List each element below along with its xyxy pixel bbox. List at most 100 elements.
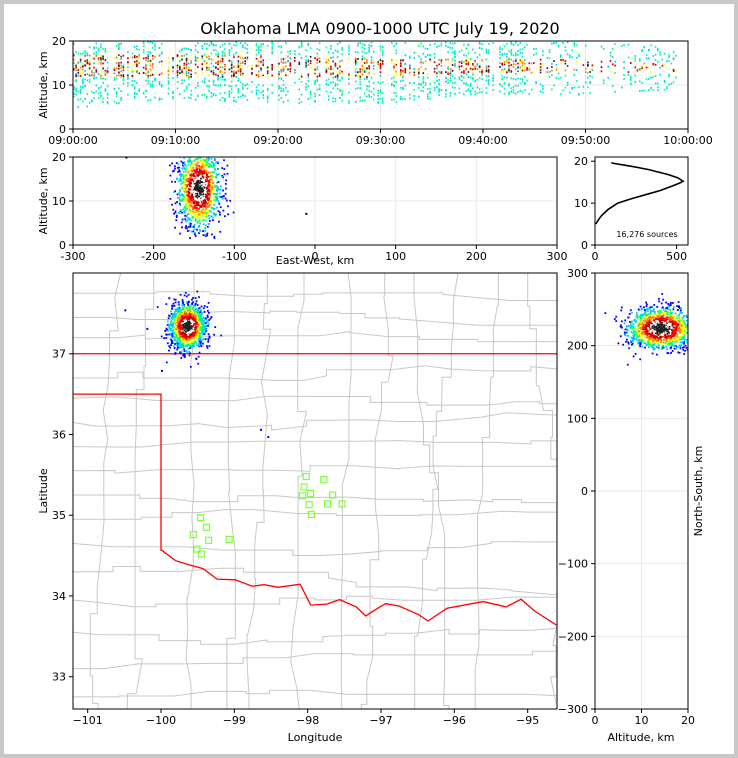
- source-bin: [429, 43, 431, 46]
- ew-source: [191, 226, 194, 228]
- ew-source: [196, 221, 199, 224]
- plan-source: [191, 340, 194, 343]
- source-bin: [560, 59, 562, 61]
- source-bin: [228, 92, 231, 95]
- plan-source: [176, 320, 179, 322]
- plan-source: [174, 298, 177, 301]
- source-bin: [348, 100, 350, 103]
- ew-source: [204, 199, 206, 202]
- source-bin: [348, 44, 350, 47]
- plan-source: [189, 323, 192, 326]
- plan-source: [192, 330, 195, 333]
- source-bin: [395, 59, 398, 62]
- plan-source: [186, 302, 189, 305]
- source-bin: [188, 48, 190, 50]
- source-bin: [370, 76, 373, 79]
- source-bin: [409, 82, 411, 84]
- source-bin: [557, 72, 560, 75]
- source-bin: [282, 65, 285, 68]
- source-bin: [294, 60, 296, 62]
- plan-source: [176, 330, 179, 333]
- source-bin: [79, 61, 82, 63]
- source-bin: [467, 88, 470, 91]
- source-bin: [210, 95, 213, 98]
- ew-source: [174, 211, 177, 214]
- ew-source: [193, 163, 195, 166]
- source-bin: [672, 70, 675, 72]
- source-bin: [316, 78, 319, 81]
- source-bin: [294, 81, 296, 84]
- source-bin: [400, 65, 402, 67]
- source-bin: [327, 62, 330, 65]
- source-bin: [393, 85, 395, 88]
- ew-source: [183, 162, 186, 165]
- source-bin: [190, 69, 192, 72]
- x-tick-label: −99: [223, 714, 246, 727]
- source-bin: [82, 77, 84, 80]
- plan-source: [165, 327, 168, 330]
- plan-source: [180, 312, 183, 314]
- station-marker: [225, 535, 233, 544]
- source-bin: [508, 67, 510, 70]
- source-bin: [75, 80, 77, 83]
- ns-source: [693, 328, 695, 330]
- ew-source: [192, 230, 195, 233]
- source-bin: [663, 88, 666, 91]
- source-bin: [418, 68, 420, 71]
- ew-source: [203, 211, 205, 214]
- plan-source: [185, 338, 188, 340]
- source-bin: [127, 61, 129, 64]
- ew-source: [192, 161, 194, 164]
- plan-source: [177, 323, 180, 325]
- source-bin: [542, 91, 544, 94]
- ew-source: [221, 195, 224, 198]
- ew-source: [211, 233, 213, 236]
- source-bin: [370, 96, 373, 99]
- ew-source: [186, 227, 188, 230]
- ew-source: [191, 164, 193, 167]
- plan-source: [195, 338, 198, 340]
- source-bin: [492, 74, 494, 77]
- plan-source: [185, 329, 187, 332]
- source-bin: [82, 62, 84, 65]
- plan-source: [192, 329, 195, 332]
- source-bin: [309, 91, 312, 94]
- source-bin: [639, 68, 641, 71]
- source-bin: [447, 82, 449, 84]
- source-bin: [242, 83, 244, 85]
- source-bin: [510, 70, 513, 72]
- source-bin: [151, 80, 154, 83]
- source-bin: [636, 69, 639, 72]
- ew-source: [223, 154, 225, 156]
- source-bin: [219, 99, 222, 101]
- plan-source: [207, 325, 209, 327]
- ns-source: [672, 316, 675, 318]
- source-bin: [217, 74, 219, 77]
- source-bin: [127, 51, 129, 53]
- source-bin: [307, 80, 310, 82]
- ew-source: [213, 171, 216, 174]
- source-bin: [424, 61, 427, 64]
- ew-source: [191, 170, 193, 173]
- ew-source: [188, 157, 191, 159]
- plan-source: [187, 322, 189, 324]
- source-bin: [402, 59, 404, 61]
- plan-source: [171, 314, 174, 317]
- plan-source: [185, 319, 187, 322]
- ew-source: [217, 162, 219, 165]
- plan-source: [189, 336, 191, 338]
- source-bin: [372, 60, 375, 63]
- ew-source: [186, 214, 189, 216]
- source-bin: [438, 94, 440, 96]
- source-bin: [255, 86, 258, 88]
- source-bin: [208, 67, 210, 70]
- source-bin: [330, 81, 332, 84]
- source-bin: [86, 79, 89, 82]
- source-bin: [86, 93, 89, 95]
- ew-source: [210, 206, 213, 209]
- source-bin: [185, 63, 188, 66]
- source-bin: [237, 66, 240, 68]
- ew-source: [173, 169, 175, 172]
- source-bin: [300, 43, 303, 45]
